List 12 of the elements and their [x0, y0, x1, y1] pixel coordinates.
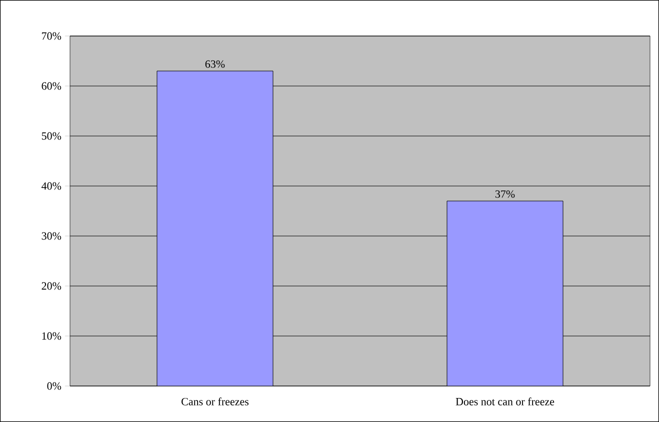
y-tick-label: 20%	[42, 282, 62, 290]
y-tick-label: 70%	[42, 32, 62, 40]
y-tick-label: 50%	[42, 132, 62, 140]
data-label: 63%	[205, 60, 225, 68]
y-tick-label: 30%	[42, 232, 62, 240]
x-tick-label: Does not can or freeze	[456, 398, 554, 406]
y-tick-label: 60%	[42, 82, 62, 90]
x-tick-label: Cans or freezes	[182, 398, 249, 406]
y-tick-label: 10%	[42, 332, 62, 340]
data-label: 37%	[495, 190, 515, 198]
y-tick-label: 0%	[47, 382, 62, 390]
y-tick-label: 40%	[42, 182, 62, 190]
